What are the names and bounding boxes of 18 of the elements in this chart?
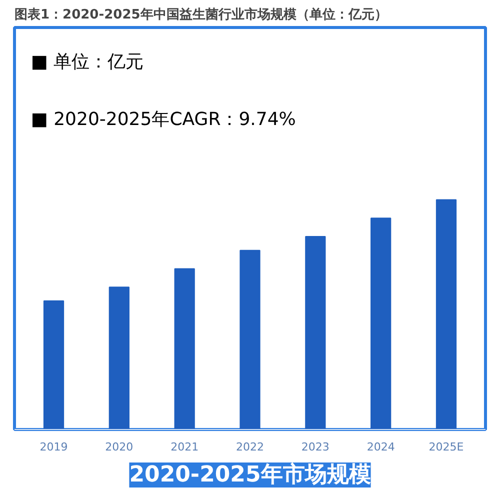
x-tick-label: 2025E xyxy=(428,440,464,454)
x-tick-label: 2024 xyxy=(366,440,395,454)
bar xyxy=(174,268,195,430)
bar xyxy=(305,236,326,430)
bar xyxy=(436,199,457,430)
text: ■ 单位：亿元 xyxy=(30,51,144,72)
text: ■ 2020-2025年CAGR：9.74% xyxy=(30,108,296,130)
x-tick-label: 2021 xyxy=(170,440,199,454)
chart-title: 图表1：2020-2025年中国益生菌行业市场规模（单位：亿元） xyxy=(14,6,388,22)
x-tick-label: 2020 xyxy=(105,440,134,454)
x-axis-title: 2020-2025年市场规模 xyxy=(129,462,371,488)
bar xyxy=(370,218,392,430)
x-tick-label: 2023 xyxy=(301,440,330,454)
x-tick-label: 2022 xyxy=(236,440,264,454)
bar xyxy=(43,300,64,430)
bar xyxy=(240,250,260,430)
x-tick-label: 2019 xyxy=(40,440,68,454)
bar xyxy=(108,286,130,430)
